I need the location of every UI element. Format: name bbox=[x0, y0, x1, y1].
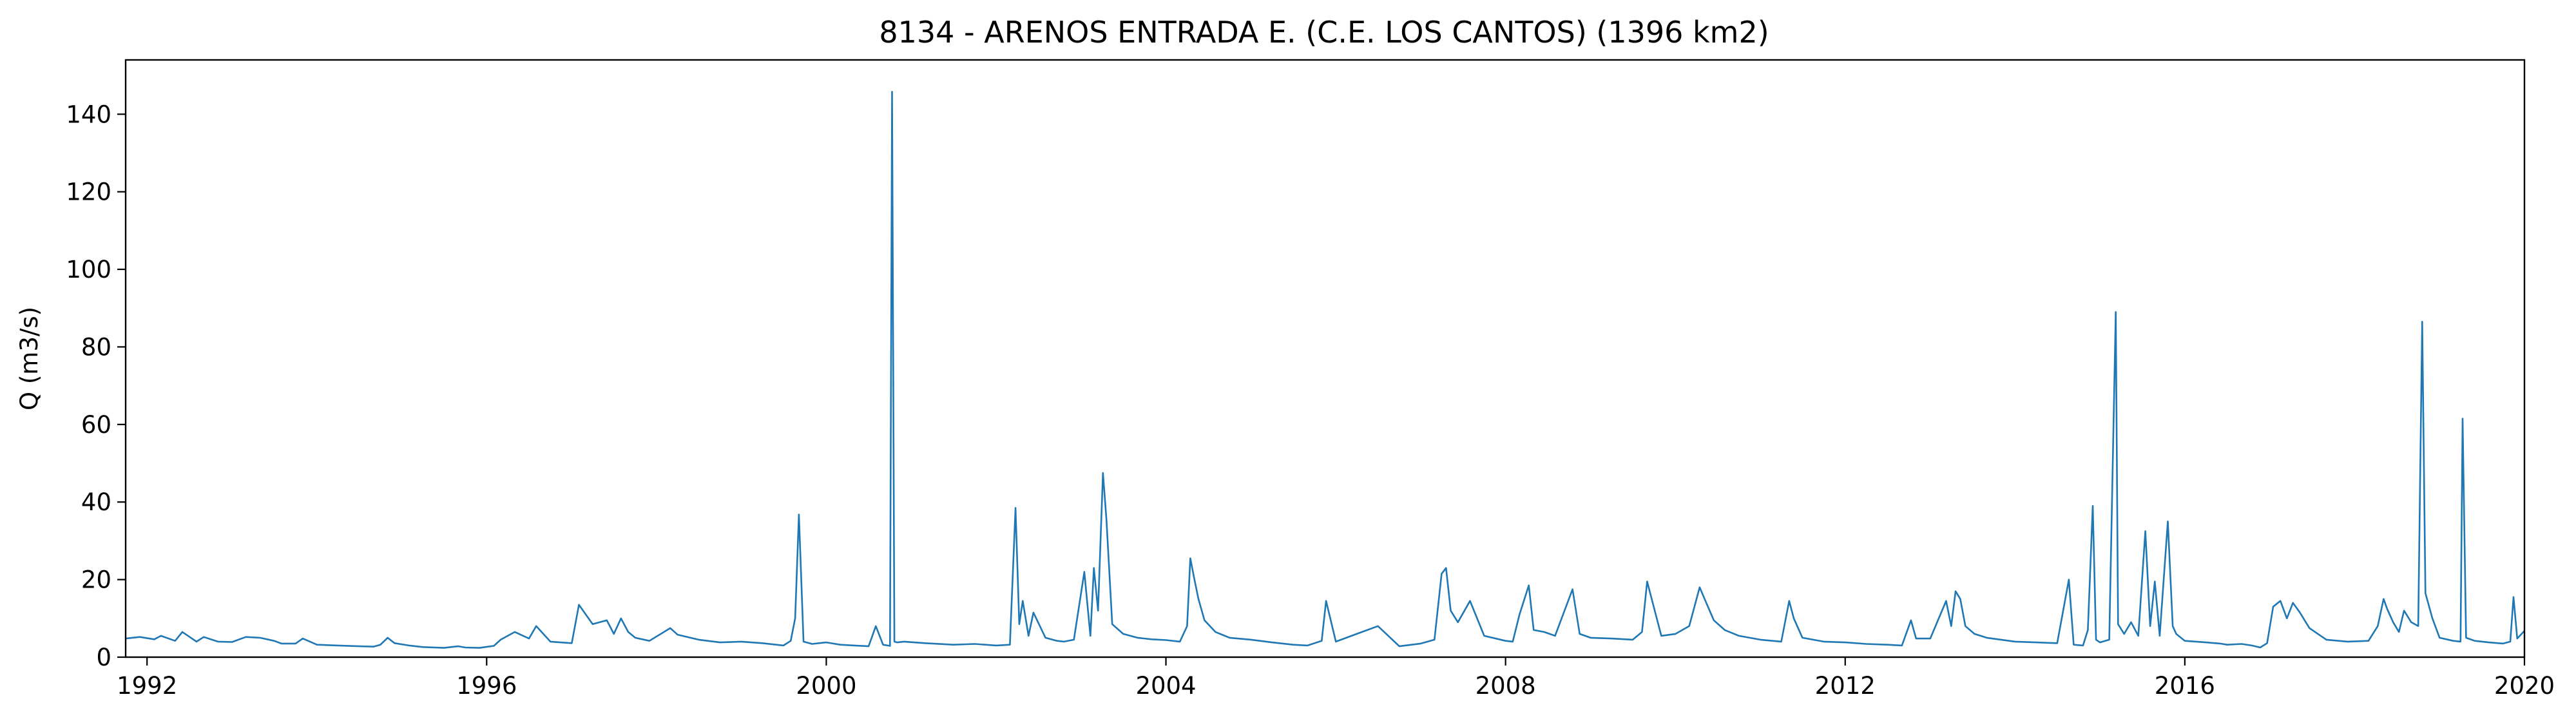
y-tick-label: 140 bbox=[66, 101, 111, 128]
x-tick-label: 2016 bbox=[2155, 672, 2215, 700]
x-tick-label: 2000 bbox=[796, 672, 856, 700]
y-axis-label: Q (m3/s) bbox=[15, 307, 43, 410]
y-tick-label: 120 bbox=[66, 178, 111, 206]
axes: 0 20 40 60 80 100 120 140 1992 1996 2000 2004 2008 20… bbox=[15, 101, 2555, 700]
plot-border bbox=[124, 59, 2526, 658]
x-tick-label: 2012 bbox=[1815, 672, 1876, 700]
series-layer bbox=[126, 91, 2524, 649]
chart-title: 8134 - ARENOS ENTRADA E. (C.E. LOS CANTO… bbox=[879, 15, 1769, 50]
y-tick-label: 0 bbox=[96, 644, 111, 671]
y-tick-label: 100 bbox=[66, 256, 111, 283]
y-tick-label: 20 bbox=[81, 566, 111, 594]
x-tick-label: 2004 bbox=[1135, 672, 1196, 700]
series-line-0 bbox=[126, 91, 2524, 649]
x-tick-label: 2008 bbox=[1475, 672, 1536, 700]
y-tick-label: 80 bbox=[81, 333, 111, 361]
y-tick-label: 60 bbox=[81, 411, 111, 439]
x-tick-label: 1996 bbox=[456, 672, 517, 700]
plot-frame bbox=[124, 59, 2526, 658]
x-tick-label: 2020 bbox=[2494, 672, 2555, 700]
x-tick-label: 1992 bbox=[117, 672, 177, 700]
y-tick-label: 40 bbox=[81, 488, 111, 516]
